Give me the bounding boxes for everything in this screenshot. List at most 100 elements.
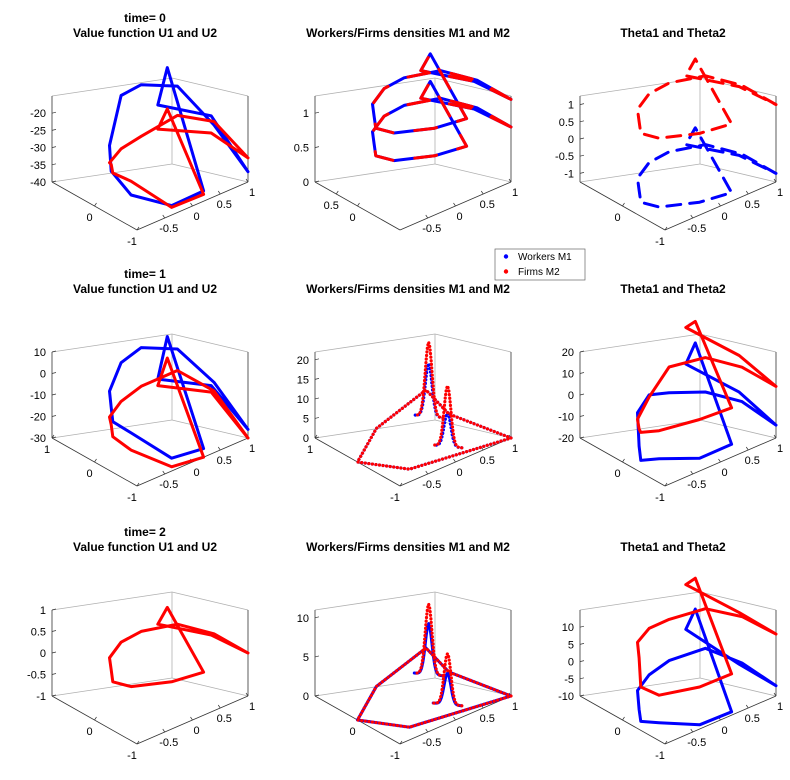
panel-r2c2-z-tick — [579, 677, 585, 680]
panel-r2c2-box-edge — [699, 591, 777, 611]
panel-r0c2-z-tick-label: -1 — [564, 168, 574, 180]
panel-r2c0-y-tick — [217, 704, 221, 709]
panel-r1c2-z-tick — [579, 350, 585, 353]
panel-r0c1-box-edge — [314, 163, 436, 183]
panel-r1c2-x-tick-label: -1 — [655, 492, 665, 504]
panel-r1c0-y-tick — [162, 470, 166, 475]
panel-r2c0-y-tick — [245, 692, 249, 697]
panel-r0c2-series-theta1 — [636, 126, 778, 209]
panel-r1c0-x-tick-label: 0 — [86, 468, 92, 480]
panel-r1c2-z-tick — [579, 436, 585, 439]
panel-r1c1-z-tick-label: 20 — [297, 355, 309, 367]
panel-r2c2-y-tick-label: 0 — [721, 725, 727, 737]
panel-r2c0-z-tick-label: -0.5 — [27, 670, 46, 682]
panel-r1c1-y-tick-label: 0 — [456, 467, 462, 479]
panel-r1c1-y-tick — [453, 458, 456, 463]
panel-r1c0-series-u1 — [108, 335, 250, 460]
panel-r0c2-z-tick-label: 1 — [568, 100, 574, 112]
panel-r1c0-y-tick-label: 0.5 — [217, 455, 232, 467]
panel-r2c2-y-tick-label: 1 — [777, 701, 783, 713]
legend-label-firms: Firms M2 — [518, 267, 560, 278]
panel-r2c2-series-theta1 — [636, 607, 778, 727]
panel-r1c1-x-tick-label: 1 — [307, 444, 313, 456]
panel-r0c2-x-tick-label: 0 — [614, 212, 620, 224]
panel-r1c2-y-tick — [690, 470, 694, 475]
panel-r0c2-z-tick — [579, 103, 585, 105]
panel-r0c1-series-m1-and-m2-(lower) — [371, 79, 513, 163]
panel-r0c1-y-tick-label: 0 — [456, 211, 462, 223]
panel-r0c2-z-tick — [579, 137, 585, 140]
panel-r0c2-x-tick — [664, 226, 668, 231]
panel-r2c2-y-tick — [690, 728, 694, 733]
panel-r2c0-x-tick-label: -1 — [127, 750, 137, 762]
panel-r2c0-y-tick — [190, 716, 193, 721]
panel-r0c2-z-tick-label: -0.5 — [555, 151, 574, 163]
panel-r1c1-z-tick — [314, 397, 320, 400]
panel-r0c2-x-tick-label: -1 — [655, 236, 665, 248]
panel-r1c2-y-tick-label: 0 — [721, 467, 727, 479]
panel-r1c0-title: Value function U1 and U2 — [73, 282, 217, 296]
panel-r2c0-x-tick — [136, 740, 140, 745]
panel-r2c1-z-tick — [314, 655, 320, 658]
panel-r0c2-y-tick-label: -0.5 — [687, 223, 706, 235]
panel-r1c0-z-tick — [51, 436, 57, 439]
panel-r2c1-title: Workers/Firms densities M1 and M2 — [306, 540, 510, 554]
panel-r1c2-box-edge — [579, 333, 701, 353]
panel-r2c2-z-tick — [579, 660, 585, 662]
panel-r0c2-y-tick-label: 0 — [721, 211, 727, 223]
panel-r1c2-z-tick — [579, 372, 585, 374]
panel-r0c1-box-edge — [434, 163, 512, 183]
panel-r0c0-box-edge — [171, 163, 249, 183]
panel-r0c0-y-tick — [217, 190, 221, 195]
panel-r0c2-y-tick-label: 0.5 — [745, 199, 760, 211]
panel-r2c2-z-tick — [579, 625, 585, 628]
panel-r1c0-x-tick-label: -1 — [127, 492, 137, 504]
panel-r2c0-y-tick-label: 1 — [249, 701, 255, 713]
panel-r2c0-z-tick — [51, 630, 57, 632]
panel-r0c1-y-tick — [425, 214, 429, 219]
panel-r1c0-series-u2 — [108, 356, 250, 469]
panel-r0c0-x-tick — [94, 202, 97, 207]
panel-r2c2-y-tick-label: -0.5 — [687, 737, 706, 749]
panel-r0c1-title: Workers/Firms densities M1 and M2 — [306, 26, 510, 40]
panel-r1c1-z-tick-label: 15 — [297, 374, 309, 386]
panel-r2c1-box-edge — [434, 677, 512, 697]
panel-r1c2-x-tick — [622, 458, 625, 463]
panel-r1c0-z-tick-label: 10 — [34, 347, 46, 359]
panel-r1c1-x-tick — [314, 434, 318, 439]
panel-r0c0-box-edge — [171, 77, 249, 97]
panel-r1c2-y-tick — [745, 446, 749, 451]
panel-r0c2-box-edge — [699, 163, 777, 183]
panel-r0c1-series-m1-and-m2-(upper) — [371, 52, 513, 135]
panel-r0c1-x-tick-label: 0 — [349, 212, 355, 224]
legend[interactable]: Workers M1 Firms M2 — [494, 248, 586, 281]
panel-r0c2-y-tick — [773, 178, 777, 183]
panel-r1c0-x-tick — [136, 482, 140, 487]
panel-r2c2-x-tick-label: 0 — [614, 726, 620, 738]
panel-r2c0-y-tick-label: 0 — [193, 725, 199, 737]
panel-r0c2-y-tick — [718, 202, 721, 207]
panel-r0c2-title: Theta1 and Theta2 — [620, 26, 726, 40]
panel-r0c1-series-overlay — [371, 52, 513, 135]
panel-r2c1-peak-firms-m2 — [431, 652, 464, 708]
panel-r2c1-x-tick-label: 0 — [349, 726, 355, 738]
panel-r2c0-box-edge — [171, 591, 249, 611]
panel-r0c1-y-tick — [508, 178, 512, 183]
panel-r1c0-box-edge — [51, 333, 173, 353]
panel-r0c2-x-tick — [622, 202, 625, 207]
panel-r1c2-y-tick — [718, 458, 721, 463]
panel-r0c0-z-tick-label: -30 — [30, 143, 46, 155]
panel-r0c0-box-edge — [51, 77, 173, 97]
panel-r0c0-y-tick-label: 1 — [249, 187, 255, 199]
panel-r1c1-box-edge — [434, 333, 512, 353]
panel-r2c0-z-tick — [51, 694, 57, 697]
panel-r1c2-y-tick-label: 0.5 — [745, 455, 760, 467]
panel-r2c1-peak-firms-m2 — [412, 602, 445, 678]
panel-r0c0-y-tick-label: 0 — [193, 211, 199, 223]
panel-r2c0-y-tick-label: 0.5 — [217, 713, 232, 725]
panel-r2c2-y-tick — [745, 704, 749, 709]
panel-r2c1-y-tick-label: 0 — [456, 725, 462, 737]
panel-r2c0-x-tick-label: 0 — [86, 726, 92, 738]
panel-r0c0-z-tick — [51, 180, 57, 183]
panel-r1c1-z-tick-label: 0 — [303, 433, 309, 445]
